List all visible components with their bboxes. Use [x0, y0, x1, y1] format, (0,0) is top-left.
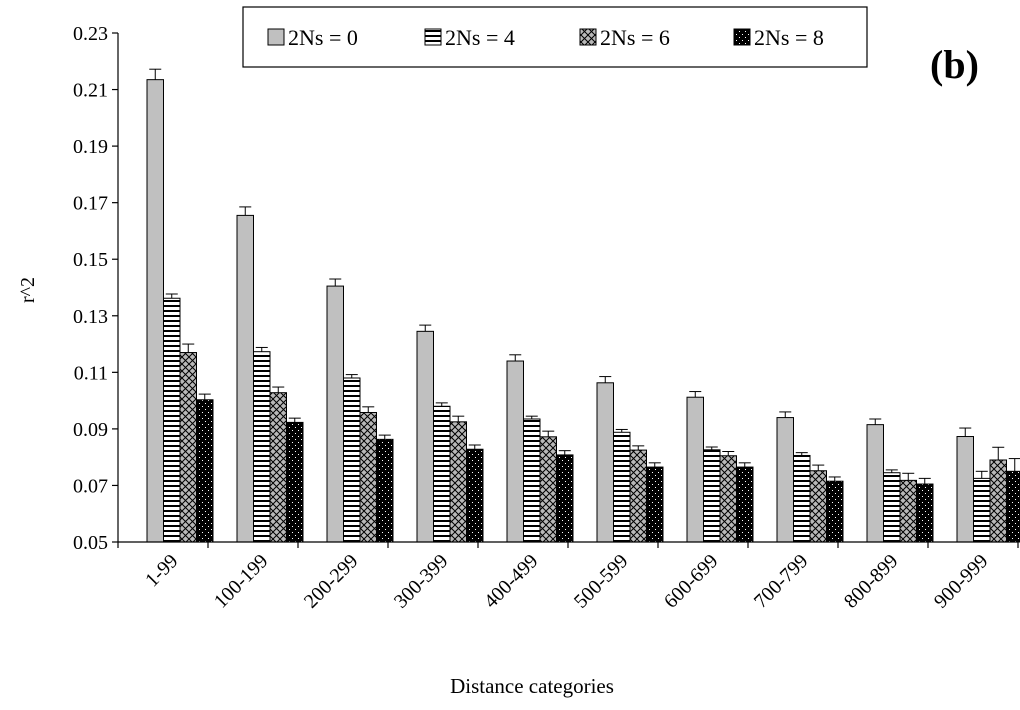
bar-4-5 [557, 455, 574, 542]
bar-2-2 [254, 352, 271, 542]
bar-3-5 [540, 437, 557, 542]
x-axis-title: Distance categories [450, 674, 614, 698]
bar-1-2 [237, 215, 254, 542]
bar-3-2 [270, 393, 287, 542]
bar-3-1 [180, 353, 197, 542]
legend-label-2: 2Ns = 4 [445, 25, 515, 50]
bar-4-10 [1007, 471, 1020, 542]
legend-swatch-4 [734, 29, 750, 45]
legend-swatch-3 [580, 29, 596, 45]
bar-1-8 [777, 418, 794, 542]
bar-3-9 [900, 480, 917, 542]
legend-label-4: 2Ns = 8 [754, 25, 824, 50]
x-tick-label-1: 1-99 [141, 550, 182, 591]
bar-3-3 [360, 412, 377, 542]
bar-4-1 [197, 400, 214, 542]
bar-4-8 [827, 481, 844, 542]
bar-2-7 [704, 450, 721, 542]
bar-2-4 [434, 406, 451, 542]
y-tick-label-8: 0.19 [73, 136, 108, 158]
legend-swatch-1 [268, 29, 284, 45]
y-tick-label-3: 0.09 [73, 419, 108, 441]
bar-2-1 [164, 298, 181, 542]
x-tick-label-2: 100-199 [210, 550, 273, 613]
bar-1-9 [867, 425, 884, 542]
y-tick-label-7: 0.17 [73, 193, 108, 215]
x-tick-label-5: 400-499 [480, 550, 543, 613]
bar-2-5 [524, 419, 541, 542]
bar-3-10 [990, 460, 1007, 542]
y-tick-label-1: 0.05 [73, 532, 108, 554]
x-tick-label-6: 500-599 [570, 550, 633, 613]
x-tick-label-10: 900-999 [930, 550, 993, 613]
bar-1-1 [147, 80, 164, 542]
bar-4-6 [647, 467, 664, 542]
bar-1-7 [687, 397, 704, 542]
y-tick-label-4: 0.11 [74, 362, 108, 384]
bar-1-4 [417, 331, 434, 542]
bar-3-7 [720, 456, 737, 542]
x-tick-label-3: 200-299 [300, 550, 363, 613]
bar-1-10 [957, 437, 974, 542]
y-axis-title: r^2 [17, 277, 39, 303]
x-tick-label-9: 800-899 [840, 550, 903, 613]
bar-1-3 [327, 286, 344, 542]
bar-4-3 [377, 439, 394, 542]
bar-2-3 [344, 378, 361, 542]
bar-3-8 [810, 471, 827, 542]
bar-1-5 [507, 361, 524, 542]
x-tick-label-8: 700-799 [750, 550, 813, 613]
bar-1-6 [597, 383, 614, 542]
y-tick-label-2: 0.07 [73, 475, 108, 497]
y-tick-label-6: 0.15 [73, 249, 108, 271]
bar-4-4 [467, 449, 484, 542]
bar-4-9 [917, 484, 934, 542]
bar-3-6 [630, 450, 647, 542]
y-tick-label-5: 0.13 [73, 306, 108, 328]
x-tick-label-7: 600-699 [660, 550, 723, 613]
bar-2-10 [974, 478, 991, 542]
y-tick-label-10: 0.23 [73, 23, 108, 45]
x-tick-label-4: 300-399 [390, 550, 453, 613]
legend-swatch-2 [425, 29, 441, 45]
y-tick-label-9: 0.21 [73, 80, 108, 102]
bar-4-7 [737, 467, 754, 542]
bar-2-9 [884, 473, 901, 542]
panel-label: (b) [930, 42, 979, 87]
bar-4-2 [287, 422, 304, 542]
bar-3-4 [450, 422, 467, 542]
bar-2-8 [794, 455, 811, 542]
legend-label-1: 2Ns = 0 [288, 25, 358, 50]
legend-label-3: 2Ns = 6 [600, 25, 670, 50]
bar-2-6 [614, 432, 631, 542]
